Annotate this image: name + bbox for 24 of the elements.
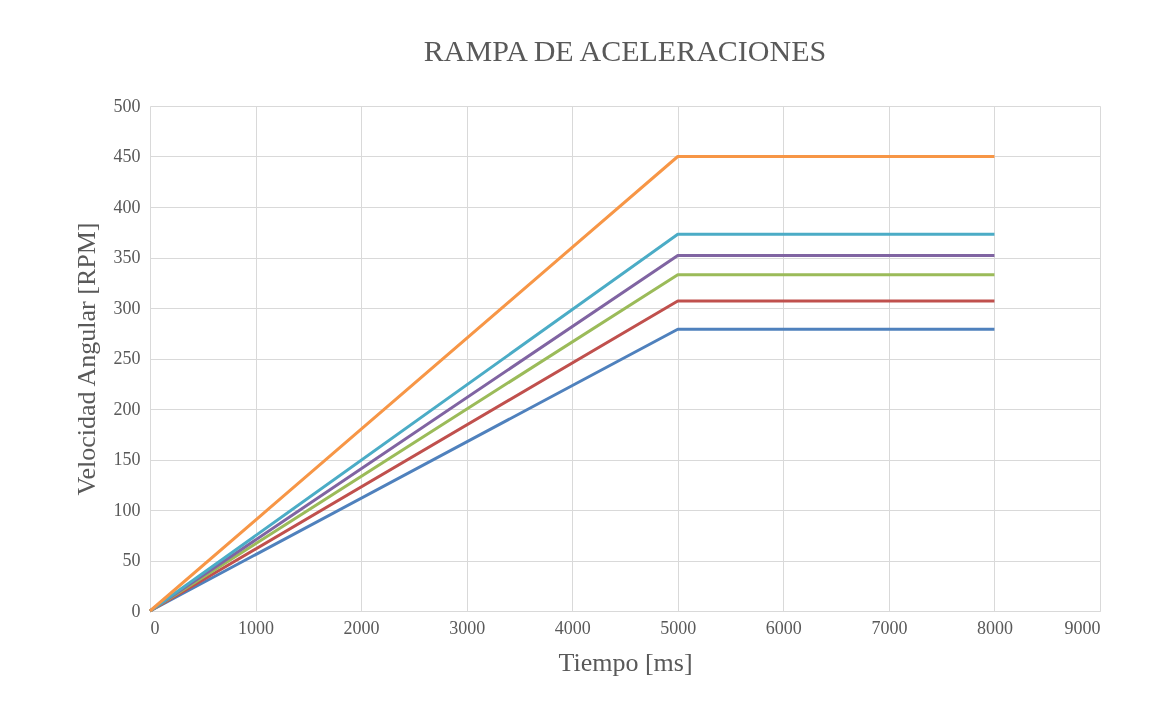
x-tick-label: 2000 [343,617,380,638]
x-axis-title: Tiempo [ms] [558,647,693,677]
x-tick-label: 5000 [660,617,697,638]
y-tick-label: 50 [122,550,141,570]
x-tick-label: 7000 [871,617,908,638]
x-tick-label: 8000 [976,617,1013,638]
y-tick-label: 100 [113,499,141,520]
y-tick-label: 250 [113,348,141,368]
y-tick-label: 400 [113,196,141,217]
chart-title: RAMPA DE ACELERACIONES [423,34,827,67]
y-tick-label: 0 [131,600,141,621]
y-tick-label: 450 [113,146,141,166]
y-tick-label: 300 [113,297,141,318]
y-tick-label: 200 [113,398,141,419]
y-tick-label: 350 [113,247,141,267]
x-tick-label: 0 [150,617,160,638]
x-tick-label: 6000 [765,617,802,638]
y-tick-label: 150 [113,449,141,469]
y-axis-title: Velocidad Angular [RPM] [71,222,101,496]
x-tick-label: 3000 [449,617,486,638]
x-tick-label: 1000 [238,617,275,638]
x-tick-label: 9000 [1064,617,1101,638]
y-tick-label: 500 [113,95,141,116]
x-tick-label: 4000 [554,617,591,638]
